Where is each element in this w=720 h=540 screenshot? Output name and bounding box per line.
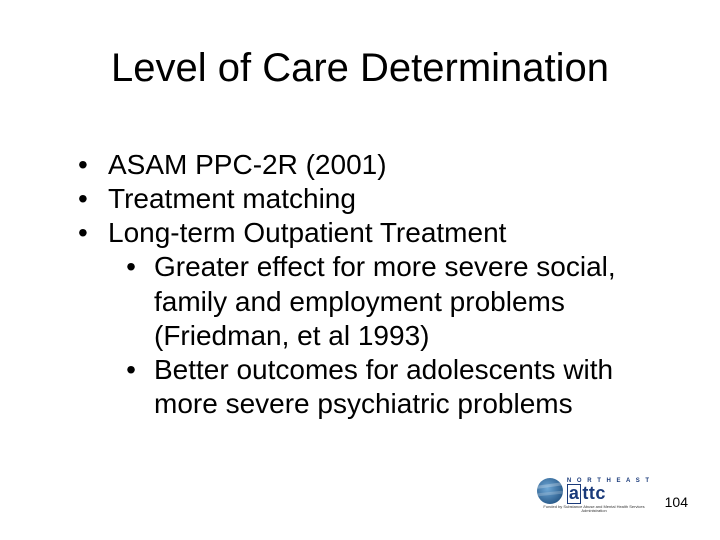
logo-subtitle: Funded by Substance Abuse and Mental Hea… — [534, 505, 654, 514]
bullet-item: • Treatment matching — [78, 182, 653, 216]
slide-body: • ASAM PPC-2R (2001) • Treatment matchin… — [78, 148, 653, 421]
attc-logo: N O R T H E A S T attc Funded by Substan… — [534, 478, 654, 520]
logo-box-letter: a — [567, 484, 582, 503]
slide: Level of Care Determination • ASAM PPC-2… — [0, 0, 720, 540]
logo-attc-rest: ttc — [582, 483, 606, 503]
bullet-dot-icon: • — [78, 182, 108, 216]
bullet-dot-icon: • — [78, 148, 108, 182]
globe-icon — [537, 478, 563, 504]
sub-bullet-item: • Greater effect for more severe social,… — [78, 250, 653, 352]
page-number: 104 — [665, 494, 688, 510]
bullet-dot-icon: • — [78, 216, 108, 250]
bullet-item: • Long-term Outpatient Treatment — [78, 216, 653, 250]
sub-bullet-text: Better outcomes for adolescents with mor… — [154, 353, 653, 421]
logo-attc-label: attc — [567, 484, 651, 503]
bullet-dot-icon: • — [108, 250, 154, 352]
bullet-item: • ASAM PPC-2R (2001) — [78, 148, 653, 182]
bullet-text: ASAM PPC-2R (2001) — [108, 148, 653, 182]
bullet-text: Long-term Outpatient Treatment — [108, 216, 653, 250]
logo-text: N O R T H E A S T attc — [567, 478, 651, 503]
bullet-dot-icon: • — [108, 353, 154, 421]
bullet-text: Treatment matching — [108, 182, 653, 216]
sub-bullet-item: • Better outcomes for adolescents with m… — [78, 353, 653, 421]
slide-title: Level of Care Determination — [0, 46, 720, 91]
logo-top-row: N O R T H E A S T attc — [537, 478, 651, 504]
sub-bullet-text: Greater effect for more severe social, f… — [154, 250, 653, 352]
